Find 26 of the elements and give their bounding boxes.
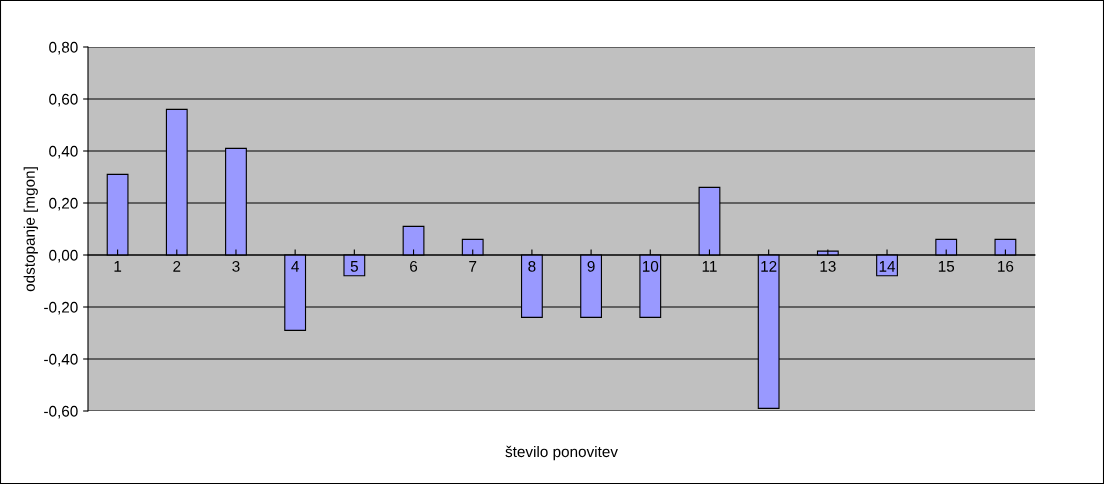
y-tick-label: 0,00 — [49, 249, 78, 263]
x-tick-label: 2 — [173, 260, 181, 272]
x-tick-label: 4 — [291, 261, 299, 272]
x-tick-label: 16 — [998, 260, 1014, 272]
y-tick-label: 0,20 — [49, 197, 78, 211]
x-tick-label: 5 — [350, 261, 358, 272]
y-tick-label: 0,80 — [49, 41, 78, 55]
y-tick-label: -0,60 — [44, 405, 78, 419]
x-tick-label: 12 — [761, 260, 777, 272]
x-tick-label: 9 — [587, 260, 595, 272]
y-tick-label: 0,60 — [49, 93, 78, 107]
x-tick-label: 6 — [410, 260, 418, 272]
y-tick-label: 0,40 — [49, 145, 78, 159]
x-tick-label: 8 — [528, 260, 536, 272]
x-tick-label: 14 — [879, 261, 896, 272]
x-tick-label: 10 — [642, 260, 659, 272]
x-tick-label: 7 — [469, 261, 477, 272]
x-tick-label: 3 — [232, 260, 240, 272]
x-tick-label: 1 — [114, 261, 122, 272]
x-axis-title: število ponovitev — [505, 445, 618, 461]
y-tick-label: -0,20 — [44, 301, 78, 315]
x-tick-label: 13 — [820, 260, 836, 272]
x-tick-label: 15 — [938, 261, 955, 272]
y-tick-label: -0,40 — [44, 353, 78, 367]
x-tick-label: 11 — [702, 261, 717, 272]
y-axis-title: odstopanje [mgon] — [23, 167, 38, 292]
